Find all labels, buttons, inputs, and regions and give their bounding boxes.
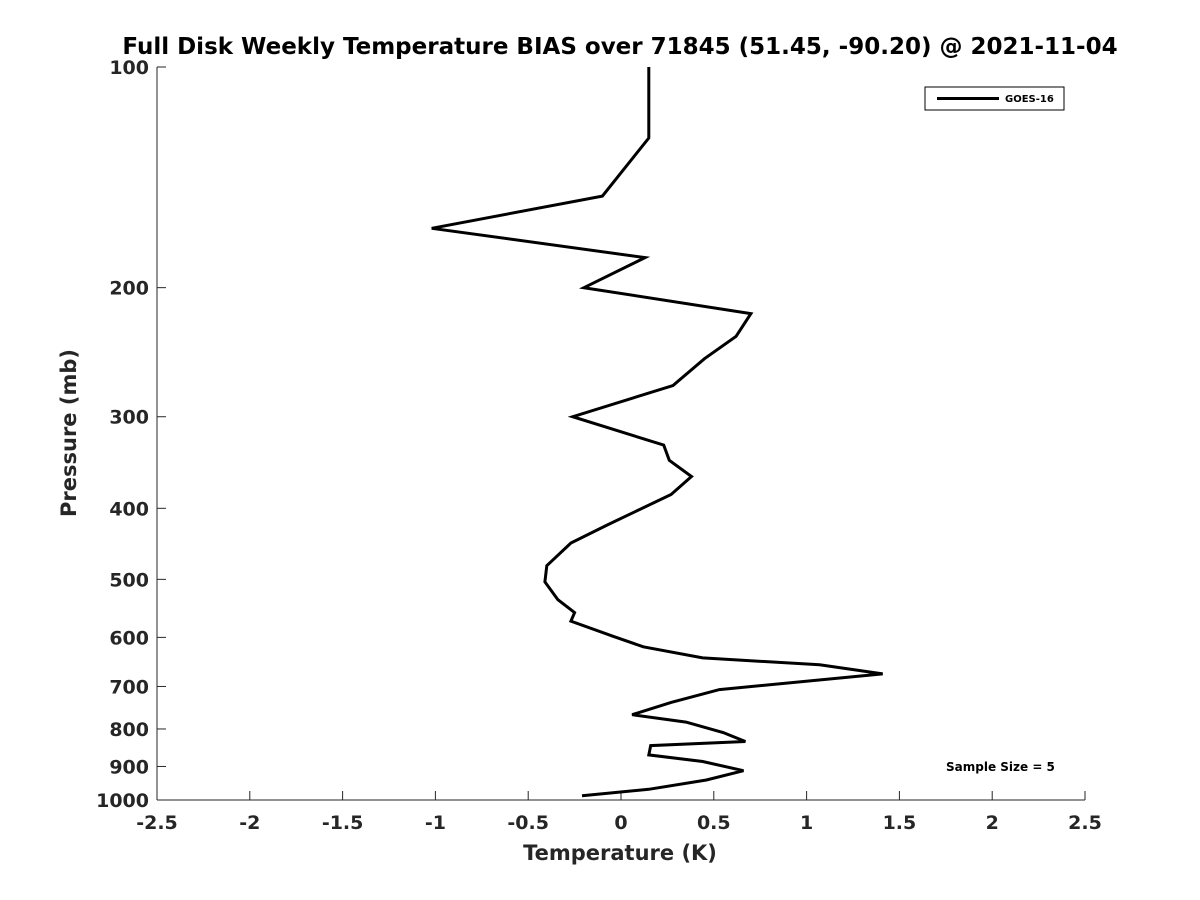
x-tick-label: -2.5 xyxy=(136,812,178,834)
series-line-goes-16 xyxy=(431,67,883,798)
y-tick-label: 400 xyxy=(109,498,149,520)
y-tick-label: 100 xyxy=(109,57,149,79)
x-tick-label: 0 xyxy=(614,812,627,834)
legend-label-goes-16: GOES-16 xyxy=(1005,94,1054,105)
y-tick-label: 600 xyxy=(109,627,149,649)
x-tick-label: 2 xyxy=(986,812,999,834)
x-tick-label: -0.5 xyxy=(507,812,549,834)
x-axis: -2.5 -2 -1.5 -1 -0.5 0 0.5 1 1.5 2 2.5 xyxy=(136,791,1102,834)
sample-size-annotation: Sample Size = 5 xyxy=(946,760,1055,774)
y-tick-label: 700 xyxy=(109,676,149,698)
chart-title: Full Disk Weekly Temperature BIAS over 7… xyxy=(122,34,1117,60)
legend: GOES-16 xyxy=(924,86,1065,111)
y-axis-label: Pressure (mb) xyxy=(57,349,81,517)
x-tick-label: -1 xyxy=(425,812,446,834)
y-tick-label: 800 xyxy=(109,719,149,741)
x-tick-label: -2 xyxy=(239,812,260,834)
x-tick-label: 2.5 xyxy=(1068,812,1102,834)
x-tick-label: -1.5 xyxy=(322,812,364,834)
y-tick-label: 900 xyxy=(109,756,149,778)
y-tick-label: 1000 xyxy=(96,790,149,812)
x-tick-label: 1.5 xyxy=(883,812,917,834)
y-tick-label: 200 xyxy=(109,278,149,300)
x-tick-label: 0.5 xyxy=(697,812,731,834)
y-tick-label: 500 xyxy=(109,569,149,591)
x-tick-label: 1 xyxy=(800,812,813,834)
y-tick-label: 300 xyxy=(109,407,149,429)
x-axis-label: Temperature (K) xyxy=(523,841,717,865)
y-axis: 100 200 300 400 500 600 700 800 900 1000 xyxy=(96,57,166,812)
